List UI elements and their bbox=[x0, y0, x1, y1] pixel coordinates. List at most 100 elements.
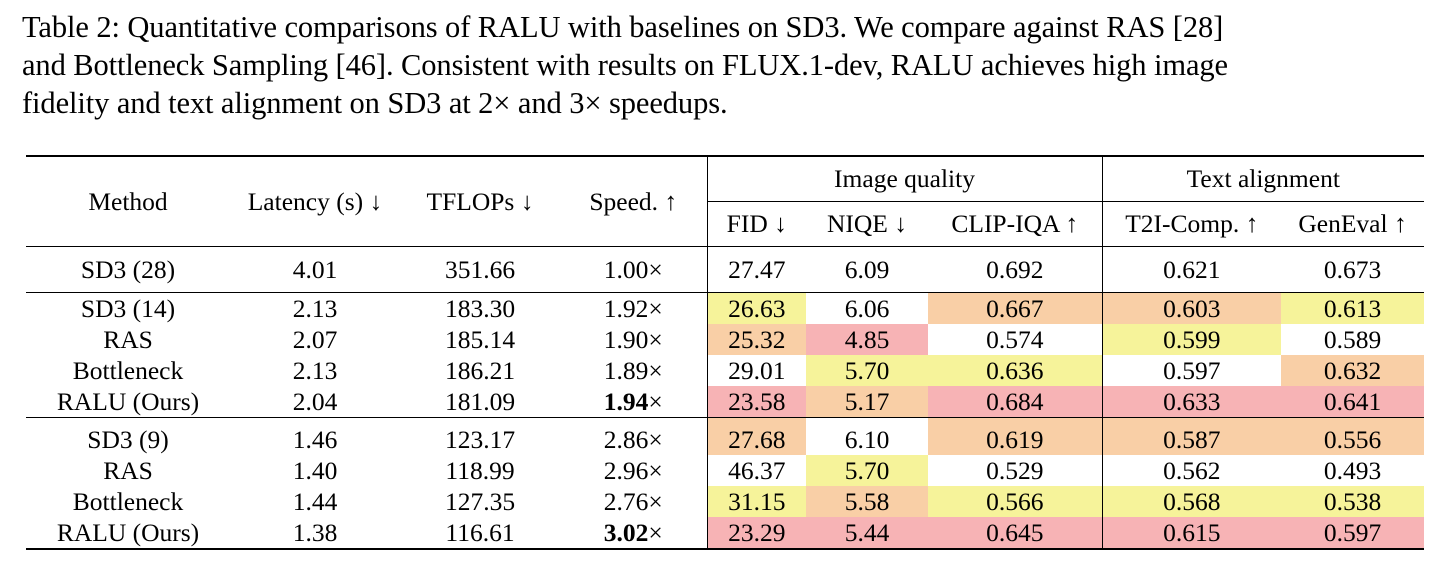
table-caption: Table 2: Quantitative comparisons of RAL… bbox=[22, 8, 1432, 122]
cell-speed: 1.92× bbox=[560, 292, 707, 324]
cell-latency: 1.40 bbox=[292, 455, 338, 485]
cell-niqe: 4.85 bbox=[806, 324, 928, 355]
cell-clipiqa: 0.574 bbox=[986, 324, 1044, 354]
cell-fid: 31.15 bbox=[706, 486, 806, 517]
speed-unit: × bbox=[648, 517, 663, 547]
cell-niqe: 5.70 bbox=[806, 355, 928, 386]
cell-method: RAS bbox=[103, 455, 153, 485]
cell-latency: 2.13 bbox=[292, 355, 338, 385]
cell-t2i: 0.633 bbox=[1101, 386, 1282, 418]
cell-fid: 27.47 bbox=[706, 246, 806, 293]
cell-clipiqa: 0.636 bbox=[928, 355, 1103, 386]
cell-niqe: 5.44 bbox=[806, 517, 928, 550]
cell-method: Bottleneck bbox=[72, 486, 184, 516]
col-header-geneval: GenEval ↑ bbox=[1298, 209, 1407, 238]
cell-tflops: 118.99 bbox=[445, 455, 515, 485]
table-row: Bottleneck 2.13 186.21 1.89× 29.01 5.70 … bbox=[26, 355, 1425, 386]
cell-speed: 3.02× bbox=[560, 517, 707, 550]
cell-latency: 1.46 bbox=[230, 417, 400, 455]
cell-niqe: 5.17 bbox=[806, 386, 928, 418]
cell-geneval: 0.597 bbox=[1281, 517, 1425, 550]
cell-latency: 1.38 bbox=[230, 517, 400, 550]
cell-tflops: 116.61 bbox=[400, 517, 560, 550]
cell-speed: 1.94× bbox=[560, 386, 707, 418]
cell-tflops: 185.14 bbox=[444, 324, 516, 354]
cell-geneval: 0.641 bbox=[1281, 386, 1425, 418]
caption-line-3: fidelity and text alignment on SD3 at 2×… bbox=[22, 86, 728, 120]
cell-niqe: 6.10 bbox=[806, 417, 928, 455]
table-row: RAS 2.07 185.14 1.90× 25.32 4.85 0.574 0… bbox=[26, 324, 1424, 355]
col-header-t2i: T2I-Comp. ↑ bbox=[1101, 201, 1282, 247]
results-table: Method Latency (s) ↓ TFLOPs ↓ Speed. ↑ I… bbox=[26, 155, 1425, 550]
cell-t2i: 0.621 bbox=[1101, 246, 1282, 293]
table-row: SD3 (28) 4.01 351.66 1.00× 27.47 6.09 0.… bbox=[26, 246, 1425, 293]
caption-line-2: and Bottleneck Sampling [46]. Consistent… bbox=[22, 48, 1228, 82]
table-row: SD3 (14) 2.13 183.30 1.92× 26.63 6.06 0.… bbox=[26, 292, 1425, 324]
cell-niqe: 5.70 bbox=[806, 455, 928, 486]
cell-geneval: 0.673 bbox=[1281, 246, 1425, 293]
group-header-image-quality: Image quality bbox=[706, 155, 1103, 202]
cell-method: RAS bbox=[103, 324, 153, 354]
cell-speed: 2.86× bbox=[560, 417, 707, 455]
cell-fid: 46.37 bbox=[706, 455, 806, 486]
cell-niqe: 6.09 bbox=[806, 246, 928, 293]
cell-fid: 23.58 bbox=[706, 386, 806, 418]
table-row: RAS 1.40 118.99 2.96× 46.37 5.70 0.529 0… bbox=[26, 455, 1424, 486]
cell-tflops: 181.09 bbox=[444, 386, 516, 416]
cell-tflops: 123.17 bbox=[400, 417, 560, 455]
cell-latency: 1.44 bbox=[292, 486, 338, 516]
table-row: SD3 (9) 1.46 123.17 2.86× 27.68 6.10 0.6… bbox=[26, 417, 1425, 455]
cell-tflops: 183.30 bbox=[400, 292, 560, 324]
cell-fid: 23.29 bbox=[706, 517, 806, 550]
cell-latency: 2.04 bbox=[292, 386, 338, 416]
cell-t2i: 0.597 bbox=[1101, 355, 1282, 386]
cell-tflops: 186.21 bbox=[444, 355, 516, 385]
cell-t2i: 0.615 bbox=[1101, 517, 1282, 550]
cell-fid: 29.01 bbox=[706, 355, 806, 386]
cell-clipiqa: 0.667 bbox=[928, 292, 1103, 324]
caption-line-1: Table 2: Quantitative comparisons of RAL… bbox=[22, 10, 1224, 44]
cell-method: Bottleneck bbox=[72, 355, 184, 385]
speed-value: 3.02 bbox=[603, 517, 649, 547]
table-row: Bottleneck 1.44 127.35 2.76× 31.15 5.58 … bbox=[26, 486, 1425, 517]
cell-t2i: 0.562 bbox=[1101, 455, 1282, 486]
col-header-fid: FID ↓ bbox=[706, 201, 806, 247]
col-header-clipiqa: CLIP-IQA ↑ bbox=[951, 209, 1079, 238]
col-header-latency: Latency (s) ↓ bbox=[230, 155, 400, 247]
cell-geneval: 0.538 bbox=[1281, 486, 1425, 517]
cell-latency: 2.13 bbox=[230, 292, 400, 324]
cell-geneval: 0.613 bbox=[1281, 292, 1425, 324]
cell-speed: 1.90× bbox=[603, 324, 663, 354]
cell-clipiqa: 0.566 bbox=[928, 486, 1103, 517]
cell-t2i: 0.587 bbox=[1101, 417, 1282, 455]
cell-method: RALU (Ours) bbox=[56, 386, 200, 416]
cell-geneval: 0.493 bbox=[1323, 455, 1382, 485]
cell-clipiqa: 0.645 bbox=[928, 517, 1103, 550]
cell-fid: 25.32 bbox=[706, 324, 806, 355]
cell-latency: 2.07 bbox=[292, 324, 338, 354]
cell-t2i: 0.603 bbox=[1101, 292, 1282, 324]
cell-fid: 27.68 bbox=[706, 417, 806, 455]
cell-speed: 1.00× bbox=[560, 246, 707, 293]
cell-fid: 26.63 bbox=[706, 292, 806, 324]
cell-speed: 2.96× bbox=[603, 455, 663, 485]
cell-geneval: 0.556 bbox=[1281, 417, 1425, 455]
table-row: RALU (Ours) 1.38 116.61 3.02× 23.29 5.44… bbox=[26, 517, 1425, 550]
cell-speed: 2.76× bbox=[603, 486, 663, 516]
cell-clipiqa: 0.619 bbox=[928, 417, 1103, 455]
col-header-speed: Speed. ↑ bbox=[560, 155, 707, 247]
cell-niqe: 5.58 bbox=[806, 486, 928, 517]
cell-geneval: 0.632 bbox=[1281, 355, 1425, 386]
cell-method: SD3 (9) bbox=[26, 417, 230, 455]
cell-geneval: 0.589 bbox=[1323, 324, 1382, 354]
col-header-niqe: NIQE ↓ bbox=[826, 209, 908, 238]
col-header-method: Method bbox=[26, 155, 230, 247]
cell-latency: 4.01 bbox=[230, 246, 400, 293]
cell-method: SD3 (14) bbox=[26, 292, 230, 324]
speed-value: 1.94 bbox=[603, 386, 649, 416]
cell-clipiqa: 0.529 bbox=[986, 455, 1044, 485]
table-row: RALU (Ours) 2.04 181.09 1.94× 23.58 5.17… bbox=[26, 386, 1425, 418]
cell-tflops: 351.66 bbox=[400, 246, 560, 293]
cell-tflops: 127.35 bbox=[444, 486, 516, 516]
cell-speed: 1.89× bbox=[603, 355, 663, 385]
